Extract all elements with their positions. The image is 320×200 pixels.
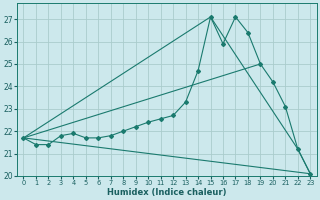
X-axis label: Humidex (Indice chaleur): Humidex (Indice chaleur): [107, 188, 227, 197]
